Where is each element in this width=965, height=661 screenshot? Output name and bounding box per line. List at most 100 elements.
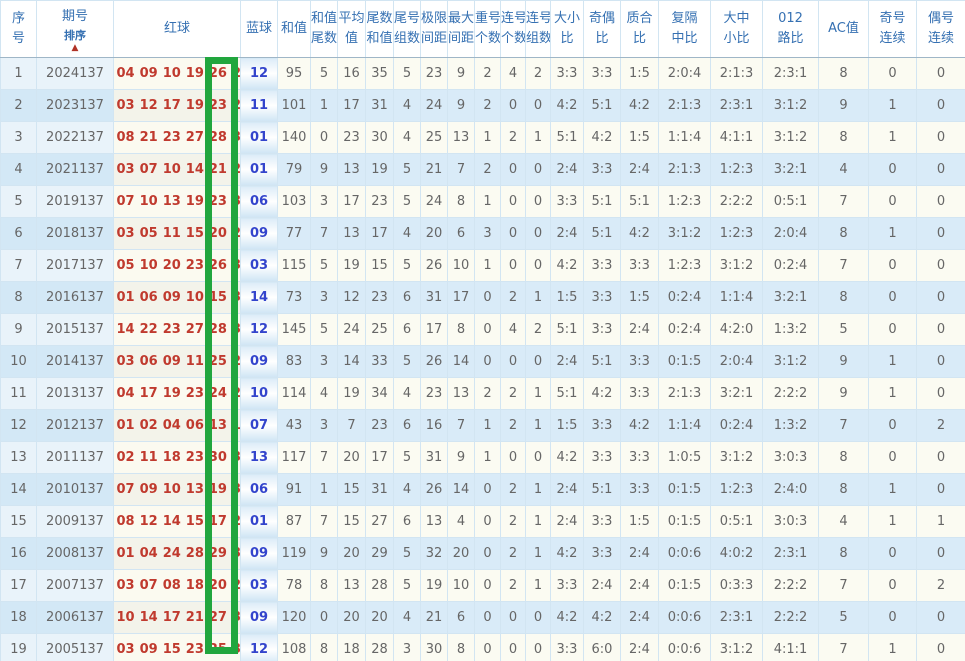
red-ball: 10 xyxy=(162,482,181,497)
stat-cell: 3 xyxy=(310,281,338,314)
stat-cell: 1:2:3 xyxy=(710,217,763,250)
stat-cell: 1 xyxy=(525,121,551,154)
stat-cell: 2 xyxy=(474,377,501,410)
red-ball: 28 xyxy=(208,130,227,145)
stat-cell: 32 xyxy=(420,537,448,570)
red-ball: 25 xyxy=(208,354,227,369)
red-ball: 02 xyxy=(139,418,158,433)
stat-cell: 17 xyxy=(337,185,366,218)
stat-cell: 1:5 xyxy=(550,281,584,314)
blue-ball-cell: 06 xyxy=(240,185,278,218)
stat-cell: 17 xyxy=(337,89,366,122)
stat-cell: 13 xyxy=(337,153,366,186)
stat-cell: 4 xyxy=(818,505,869,538)
stat-cell: 0 xyxy=(916,601,965,634)
col-header-red-balls: 红球 xyxy=(113,0,241,58)
blue-ball-cell: 03 xyxy=(240,569,278,602)
red-ball: 33 xyxy=(231,130,241,145)
stat-cell: 0 xyxy=(916,121,965,154)
red-ball: 20 xyxy=(208,578,227,593)
stat-cell: 5 xyxy=(310,57,338,90)
stat-cell: 0 xyxy=(474,281,501,314)
stat-cell: 5 xyxy=(393,185,421,218)
stat-cell: 1:5 xyxy=(550,409,584,442)
stat-cell: 1 xyxy=(868,345,917,378)
stat-cell: 0:1:5 xyxy=(658,569,711,602)
stat-cell: 2 xyxy=(916,569,965,602)
red-balls-cell: 07 09 10 13 19 33 xyxy=(113,473,241,506)
stat-cell: 6:0 xyxy=(583,633,621,661)
stat-cell: 1 xyxy=(868,121,917,154)
stat-cell: 2:1:3 xyxy=(658,377,711,410)
red-balls-cell: 04 09 10 19 26 27 xyxy=(113,57,241,90)
stat-cell: 145 xyxy=(277,313,311,346)
stat-cell: 5 xyxy=(393,441,421,474)
stat-cell: 2 xyxy=(500,569,526,602)
col-header-prime-composite-ratio: 质合比 xyxy=(620,0,659,58)
stat-cell: 7 xyxy=(818,249,869,282)
col-header-period[interactable]: 期号 排序 ▲ xyxy=(36,0,114,58)
blue-ball-cell: 01 xyxy=(240,153,278,186)
blue-ball-cell: 12 xyxy=(240,633,278,661)
red-ball: 29 xyxy=(208,546,227,561)
blue-ball-cell: 09 xyxy=(240,345,278,378)
stat-cell: 3:3 xyxy=(550,569,584,602)
stat-cell: 3:3 xyxy=(620,249,659,282)
red-ball: 08 xyxy=(116,514,135,529)
stat-cell: 4 xyxy=(393,217,421,250)
stat-cell: 3:3 xyxy=(620,473,659,506)
stat-cell: 9 xyxy=(818,345,869,378)
red-ball: 07 xyxy=(139,162,158,177)
stat-cell: 1 xyxy=(868,89,917,122)
stat-cell: 0 xyxy=(916,473,965,506)
stat-cell: 0 xyxy=(868,441,917,474)
stat-cell: 4:2 xyxy=(550,537,584,570)
stat-cell: 6 xyxy=(447,217,475,250)
stat-cell: 0 xyxy=(868,537,917,570)
stat-cell: 8 xyxy=(818,121,869,154)
red-ball: 27 xyxy=(231,386,241,401)
stat-cell: 2 xyxy=(474,57,501,90)
stat-cell: 119 xyxy=(277,537,311,570)
col-header-average: 平均值 xyxy=(337,0,366,58)
red-balls-cell: 01 06 09 10 15 32 xyxy=(113,281,241,314)
stat-cell: 2 xyxy=(500,473,526,506)
red-ball: 26 xyxy=(208,66,227,81)
stat-cell: 1:1:4 xyxy=(710,281,763,314)
red-ball: 33 xyxy=(231,642,241,657)
red-ball: 01 xyxy=(116,290,135,305)
red-balls-cell: 01 04 24 28 29 33 xyxy=(113,537,241,570)
red-ball: 10 xyxy=(162,66,181,81)
red-balls-cell: 14 22 23 27 28 31 xyxy=(113,313,241,346)
red-ball: 24 xyxy=(208,386,227,401)
red-ball: 10 xyxy=(162,162,181,177)
stat-cell: 0 xyxy=(916,57,965,90)
stat-cell: 4:2 xyxy=(550,249,584,282)
seq-cell: 16 xyxy=(0,537,37,570)
stat-cell: 5 xyxy=(393,569,421,602)
stat-cell: 3:0:3 xyxy=(762,441,819,474)
stat-cell: 2 xyxy=(474,153,501,186)
stat-cell: 2 xyxy=(500,409,526,442)
red-ball: 23 xyxy=(162,322,181,337)
red-ball: 14 xyxy=(116,322,135,337)
stat-cell: 0 xyxy=(868,313,917,346)
col-header-tail-groups: 尾号 组数 xyxy=(393,0,421,58)
stat-cell: 2:4 xyxy=(620,633,659,661)
stat-cell: 0 xyxy=(500,249,526,282)
stat-cell: 23 xyxy=(365,281,394,314)
table-row: 720171370510202326310311551915526101004:… xyxy=(0,249,965,282)
stat-cell: 7 xyxy=(310,217,338,250)
red-ball: 14 xyxy=(185,162,204,177)
stat-cell: 30 xyxy=(365,121,394,154)
stat-cell: 2 xyxy=(916,409,965,442)
stat-cell: 1 xyxy=(525,409,551,442)
stat-cell: 27 xyxy=(365,505,394,538)
stat-cell: 3 xyxy=(393,633,421,661)
blue-ball-cell: 06 xyxy=(240,473,278,506)
table-row: 22023137031217192327111011173142492004:2… xyxy=(0,89,965,122)
stat-cell: 2:2:2 xyxy=(762,601,819,634)
red-balls-cell: 08 12 14 15 17 21 xyxy=(113,505,241,538)
seq-cell: 6 xyxy=(0,217,37,250)
red-balls-cell: 08 21 23 27 28 33 xyxy=(113,121,241,154)
